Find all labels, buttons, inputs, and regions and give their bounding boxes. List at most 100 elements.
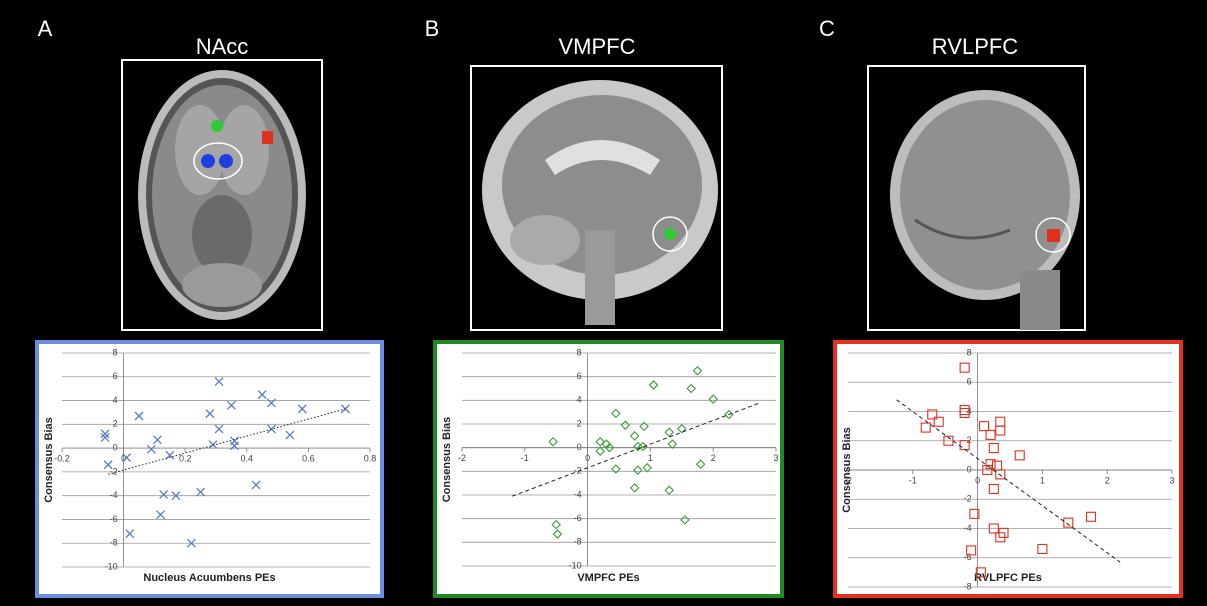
x-tick-label: 0.4: [241, 453, 254, 463]
data-point: [1037, 543, 1048, 555]
y-tick-label: -2: [964, 494, 972, 504]
data-point: [959, 407, 970, 419]
x-tick-label: 0: [975, 475, 980, 485]
marker-shape: [639, 421, 649, 432]
data-point: [1085, 511, 1097, 522]
marker-shape: [985, 429, 996, 440]
marker-stroke: [214, 424, 224, 434]
x-tick-label: 0: [585, 453, 590, 463]
data-point: [146, 444, 156, 454]
marker-shape: [552, 529, 563, 539]
marker-shape: [933, 416, 944, 427]
y-tick-label: 0: [967, 464, 972, 474]
marker-stroke: [205, 409, 215, 419]
data-point: [214, 424, 224, 434]
marker-stroke: [153, 435, 162, 445]
x-tick-label: 2: [1105, 475, 1110, 485]
data-point: [186, 538, 196, 548]
y-tick-label: -8: [574, 537, 582, 547]
marker-shape: [677, 423, 687, 434]
data-point: [695, 459, 706, 470]
data-point: [969, 508, 980, 519]
y-tick-label: -4: [110, 490, 118, 500]
marker-stroke: [214, 377, 224, 386]
marker-shape: [551, 519, 561, 530]
marker-stroke: [226, 400, 236, 410]
x-tick-label: 2: [711, 453, 716, 463]
data-point: [692, 365, 703, 376]
marker-shape: [927, 409, 938, 420]
marker-shape: [686, 383, 696, 394]
data-point: [266, 398, 276, 408]
x-tick-label: -2: [458, 453, 466, 463]
data-point: [975, 567, 986, 578]
chart-frame: [433, 340, 784, 598]
data-point: [196, 487, 206, 497]
brain-image: [867, 65, 1086, 331]
y-tick-label: -8: [110, 538, 118, 548]
data-point: [985, 429, 996, 440]
y-tick-label: -10: [569, 560, 582, 570]
data-point: [943, 435, 954, 446]
marker-shape: [1085, 511, 1097, 522]
data-point: [230, 441, 239, 451]
x-tick-label: 0: [121, 453, 126, 463]
y-tick-label: -4: [964, 523, 972, 533]
marker-shape: [664, 427, 675, 438]
marker-shape: [692, 365, 703, 376]
x-tick-label: 0.6: [302, 453, 315, 463]
marker-shape: [548, 436, 558, 447]
data-point: [156, 510, 166, 520]
data-point: [677, 423, 687, 434]
y-axis-label: Consensus Bias: [441, 417, 453, 503]
data-point: [966, 545, 977, 556]
marker-shape: [638, 441, 648, 452]
marker-shape: [920, 422, 931, 433]
data-point: [611, 464, 621, 474]
x-tick-label: 3: [1169, 475, 1174, 485]
marker-stroke: [251, 480, 261, 490]
y-tick-label: 2: [577, 418, 582, 428]
panel-title: NAcc: [196, 34, 249, 59]
y-tick-label: -4: [574, 489, 582, 499]
y-tick-label: 4: [577, 395, 582, 405]
data-point: [667, 439, 678, 449]
marker-shape: [680, 515, 690, 525]
marker-shape: [620, 420, 631, 430]
marker-shape: [1063, 517, 1074, 528]
marker-shape: [633, 465, 643, 475]
data-point: [633, 465, 643, 475]
data-point: [604, 442, 615, 453]
marker-shape: [604, 442, 615, 453]
marker-shape: [959, 407, 970, 419]
x-tick-label: 3: [773, 453, 778, 463]
data-point: [134, 411, 144, 421]
x-axis-label: RVLPFC PEs: [974, 572, 1042, 584]
y-tick-label: -6: [964, 552, 972, 562]
marker-shape: [988, 483, 999, 495]
y-tick-label: -2: [574, 466, 582, 476]
brain-image: [121, 59, 323, 331]
y-tick-label: 0: [577, 442, 582, 452]
marker-stroke: [100, 429, 110, 439]
data-point: [548, 436, 558, 447]
data-point: [125, 529, 135, 539]
marker-stroke: [208, 440, 218, 450]
marker-shape: [648, 380, 659, 390]
y-tick-label: 2: [113, 419, 118, 429]
marker-shape: [595, 446, 605, 456]
chart-frame: [833, 340, 1183, 598]
panel-title: VMPFC: [559, 34, 636, 59]
marker-shape: [943, 435, 954, 446]
data-point: [988, 443, 999, 454]
x-tick-label: 0.2: [179, 453, 192, 463]
data-point: [686, 383, 696, 394]
marker-stroke: [156, 510, 166, 520]
x-tick-label: 1: [1040, 475, 1045, 485]
data-point: [680, 515, 690, 525]
data-point: [226, 400, 236, 410]
data-point: [629, 483, 640, 493]
marker-stroke: [186, 538, 196, 548]
x-axis-label: VMPFC PEs: [577, 572, 639, 584]
